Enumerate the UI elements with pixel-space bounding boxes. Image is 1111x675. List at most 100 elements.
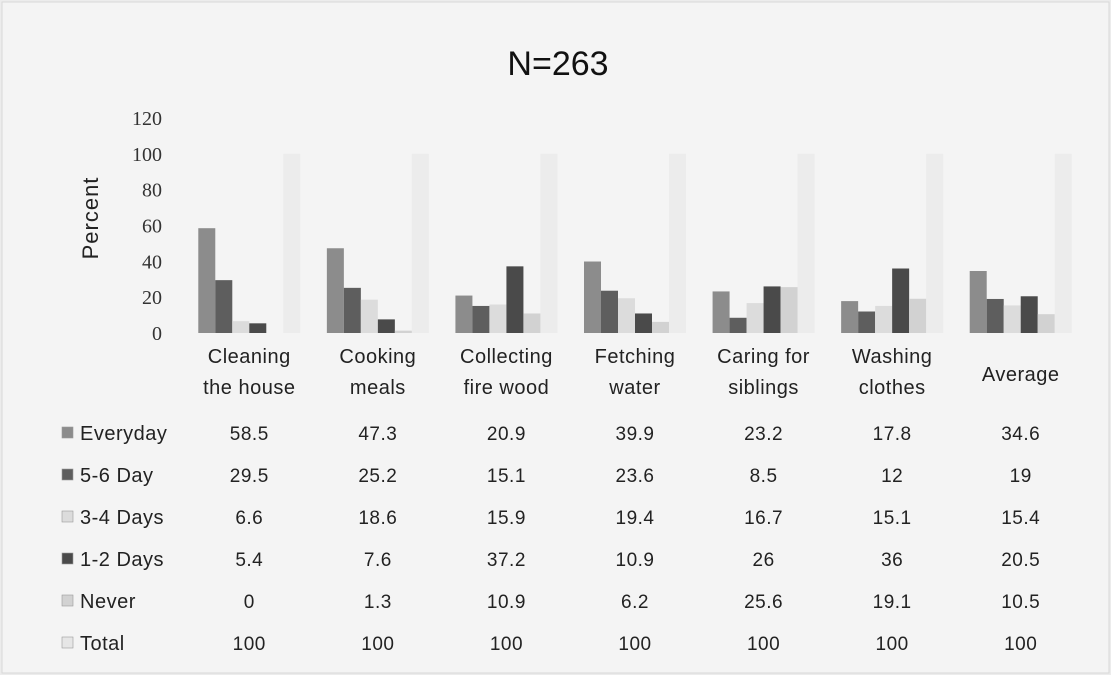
- bar-total: [411, 153, 429, 333]
- category-label: Cleaning: [208, 346, 291, 368]
- bar-5-6-day: [601, 290, 618, 333]
- category-label: Cooking: [339, 346, 416, 368]
- bar-1-2-days: [1020, 296, 1038, 333]
- data-label: 37.2: [487, 550, 526, 571]
- data-label: 100: [747, 634, 780, 655]
- legend-swatch: [61, 468, 74, 481]
- data-label: 25.2: [358, 466, 397, 487]
- data-label: 25.6: [744, 592, 783, 613]
- data-label: 6.6: [235, 508, 263, 529]
- bar-1-2-days: [892, 268, 910, 333]
- bar-1-2-days: [249, 323, 267, 333]
- y-tick-label: 60: [142, 216, 162, 238]
- bar-5-6-day: [858, 311, 876, 333]
- y-axis-label: Percent: [78, 177, 103, 260]
- y-tick-label: 40: [142, 251, 162, 273]
- y-axis-ticks: 0 20 40 60 80 100 120: [132, 108, 162, 345]
- data-label: 100: [876, 634, 909, 655]
- data-label: 10.9: [616, 550, 655, 571]
- bar-never: [523, 313, 541, 333]
- data-label: 29.5: [230, 466, 269, 487]
- data-label: 17.8: [873, 424, 912, 445]
- legend-label: Total: [80, 633, 125, 655]
- data-label: 23.2: [744, 424, 783, 445]
- bar-never: [652, 321, 669, 333]
- legend-label: Never: [80, 591, 136, 613]
- bar-everyday: [969, 271, 987, 333]
- data-table: Everyday 58.5 47.3 20.9 39.9 23.2 17.8 34.6 5-6 …: [61, 423, 1040, 655]
- data-label: 36: [881, 550, 903, 571]
- category-label: Collecting: [460, 346, 553, 368]
- bar-total: [540, 153, 558, 333]
- bar-everyday: [841, 301, 859, 333]
- data-label: 58.5: [230, 424, 269, 445]
- data-label: 5.4: [235, 550, 263, 571]
- data-label: 6.2: [621, 592, 649, 613]
- bar-3-4-days: [360, 299, 378, 333]
- data-label: 1.3: [364, 592, 392, 613]
- legend-label: 1-2 Days: [80, 549, 164, 571]
- data-label: 18.6: [358, 508, 397, 529]
- legend-swatch: [61, 426, 74, 439]
- category-label: water: [608, 377, 660, 399]
- bar-never: [780, 287, 798, 333]
- legend-swatch: [61, 510, 74, 523]
- category-label: meals: [350, 377, 406, 399]
- bar-5-6-day: [986, 298, 1004, 333]
- category-label: Fetching: [595, 346, 676, 368]
- chart-title: N=263: [507, 45, 608, 83]
- y-tick-label: 100: [132, 144, 162, 166]
- data-label: 100: [490, 634, 523, 655]
- data-label: 16.7: [744, 508, 783, 529]
- category-label: Washing: [852, 346, 933, 368]
- bar-5-6-day: [472, 305, 490, 333]
- data-label: 15.1: [487, 466, 526, 487]
- data-label: 15.1: [873, 508, 912, 529]
- data-label: 20.9: [487, 424, 526, 445]
- bar-3-4-days: [618, 298, 635, 333]
- data-label: 12: [881, 466, 903, 487]
- bar-never: [394, 330, 412, 333]
- bar-everyday: [455, 295, 473, 333]
- bars: [198, 153, 1072, 333]
- bar-total: [797, 153, 815, 333]
- data-label: 26: [753, 550, 775, 571]
- bar-never: [1037, 314, 1055, 333]
- category-label: fire wood: [464, 377, 550, 399]
- bar-total: [1054, 153, 1072, 333]
- data-label: 100: [361, 634, 394, 655]
- bar-total: [926, 153, 944, 333]
- data-label: 19.4: [616, 508, 655, 529]
- data-label: 100: [1004, 634, 1037, 655]
- y-tick-label: 120: [132, 108, 162, 130]
- bar-5-6-day: [215, 280, 233, 333]
- data-label: 39.9: [616, 424, 655, 445]
- bar-3-4-days: [875, 305, 893, 333]
- data-label: 100: [618, 634, 651, 655]
- legend-swatch: [61, 594, 74, 607]
- category-label: siblings: [728, 377, 799, 399]
- y-tick-label: 0: [152, 323, 162, 345]
- bar-total: [283, 153, 301, 333]
- bar-1-2-days: [506, 266, 524, 333]
- data-label: 23.6: [616, 466, 655, 487]
- bar-5-6-day: [729, 317, 747, 333]
- bar-everyday: [584, 261, 601, 333]
- bar-1-2-days: [763, 286, 781, 333]
- bar-never: [909, 298, 927, 333]
- legend-label: 5-6 Day: [80, 465, 154, 487]
- legend-swatch: [61, 636, 74, 649]
- bar-total: [669, 153, 686, 333]
- data-label: 8.5: [750, 466, 778, 487]
- bar-everyday: [712, 291, 730, 333]
- data-label: 15.4: [1001, 508, 1040, 529]
- bar-everyday: [198, 228, 216, 333]
- data-label: 19: [1010, 466, 1032, 487]
- data-label: 34.6: [1001, 424, 1040, 445]
- legend-label: 3-4 Days: [80, 507, 164, 529]
- data-label: 15.9: [487, 508, 526, 529]
- data-label: 100: [233, 634, 266, 655]
